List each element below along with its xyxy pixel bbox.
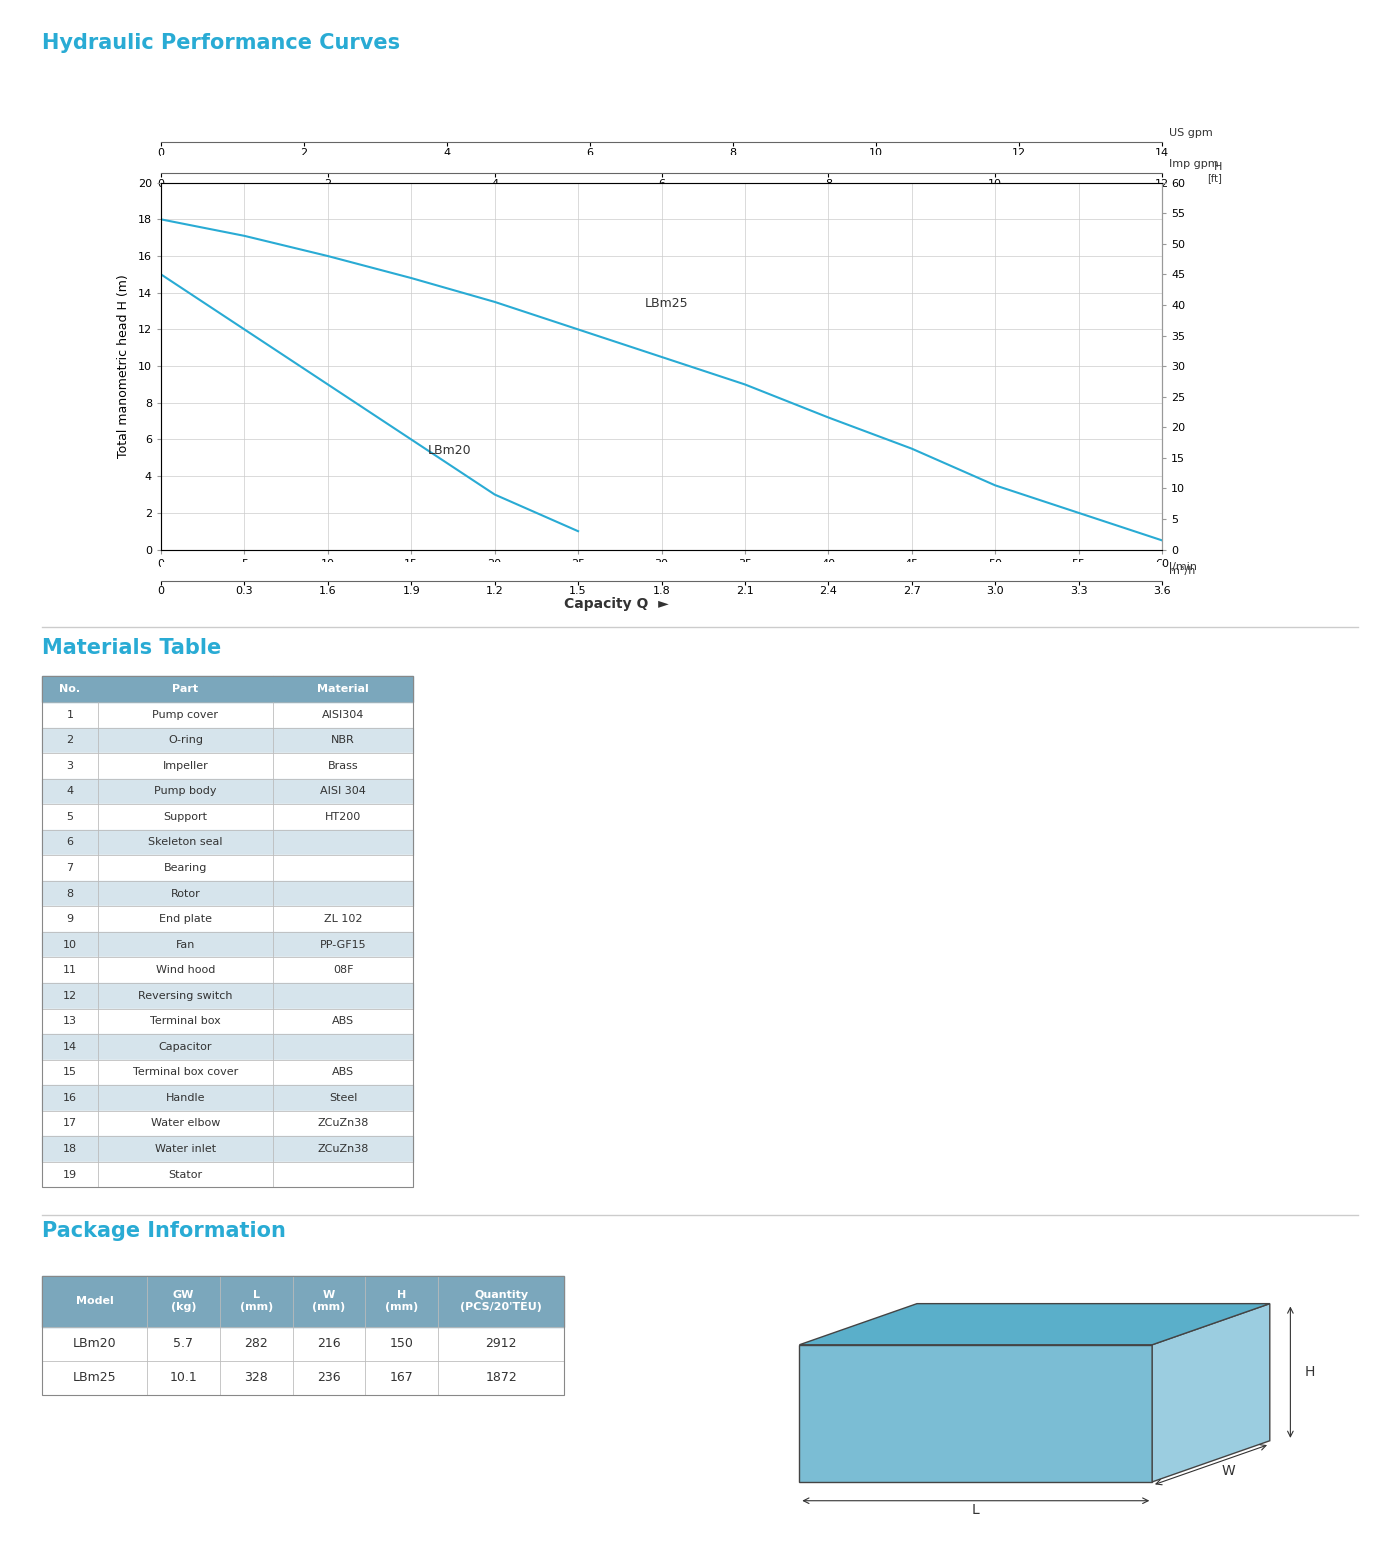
Text: ZCuZn38: ZCuZn38 — [318, 1144, 368, 1153]
Text: 17: 17 — [63, 1119, 77, 1128]
Text: Water elbow: Water elbow — [151, 1119, 220, 1128]
Text: m³/h: m³/h — [1169, 567, 1196, 576]
Polygon shape — [799, 1303, 1270, 1345]
Text: AISI304: AISI304 — [322, 711, 364, 720]
Text: L: L — [972, 1503, 980, 1517]
Text: ZL 102: ZL 102 — [323, 915, 363, 924]
Text: H: H — [1305, 1365, 1316, 1379]
Text: LBm25: LBm25 — [73, 1372, 116, 1384]
Text: 150: 150 — [389, 1337, 414, 1350]
Text: 14: 14 — [63, 1042, 77, 1051]
Text: O-ring: O-ring — [168, 735, 203, 745]
Text: 4: 4 — [66, 786, 74, 796]
Text: [ft]: [ft] — [1207, 173, 1222, 183]
Text: ABS: ABS — [332, 1017, 354, 1026]
Text: W
(mm): W (mm) — [312, 1291, 346, 1311]
Text: Imp gpm: Imp gpm — [1169, 159, 1218, 169]
Text: 2912: 2912 — [486, 1337, 517, 1350]
Text: Wind hood: Wind hood — [155, 966, 216, 975]
Text: H
(mm): H (mm) — [385, 1291, 419, 1311]
Text: ZCuZn38: ZCuZn38 — [318, 1119, 368, 1128]
Text: Bearing: Bearing — [164, 864, 207, 873]
Text: 5: 5 — [67, 813, 73, 822]
Text: 13: 13 — [63, 1017, 77, 1026]
Text: 1872: 1872 — [486, 1372, 517, 1384]
Text: Capacity Q  ►: Capacity Q ► — [564, 598, 668, 611]
Text: Terminal box: Terminal box — [150, 1017, 221, 1026]
Text: 5.7: 5.7 — [174, 1337, 193, 1350]
Text: Stator: Stator — [168, 1170, 203, 1180]
Text: Impeller: Impeller — [162, 762, 209, 771]
Text: 7: 7 — [66, 864, 74, 873]
Text: Brass: Brass — [328, 762, 358, 771]
Text: HT200: HT200 — [325, 813, 361, 822]
Text: 12: 12 — [63, 991, 77, 1000]
Text: 10: 10 — [63, 940, 77, 949]
Text: LBm20: LBm20 — [73, 1337, 116, 1350]
Text: 216: 216 — [318, 1337, 340, 1350]
Text: L
(mm): L (mm) — [239, 1291, 273, 1311]
Text: Part: Part — [172, 684, 199, 694]
Text: 08F: 08F — [333, 966, 353, 975]
Text: NBR: NBR — [332, 735, 354, 745]
Text: Fan: Fan — [176, 940, 195, 949]
Text: 282: 282 — [245, 1337, 267, 1350]
Text: Terminal box cover: Terminal box cover — [133, 1068, 238, 1077]
Polygon shape — [799, 1345, 1152, 1481]
Polygon shape — [1152, 1303, 1270, 1481]
Text: 15: 15 — [63, 1068, 77, 1077]
Text: No.: No. — [59, 684, 81, 694]
Text: Water inlet: Water inlet — [155, 1144, 216, 1153]
Text: Support: Support — [164, 813, 207, 822]
Text: 10.1: 10.1 — [169, 1372, 197, 1384]
Y-axis label: Total manometric head H (m): Total manometric head H (m) — [116, 274, 130, 458]
Text: Pump body: Pump body — [154, 786, 217, 796]
Text: W: W — [1222, 1464, 1236, 1478]
Text: H: H — [1214, 163, 1222, 172]
Text: LBm25: LBm25 — [645, 297, 689, 311]
Text: 11: 11 — [63, 966, 77, 975]
Text: Materials Table: Materials Table — [42, 638, 221, 658]
Text: LBm20: LBm20 — [428, 444, 472, 457]
Text: 16: 16 — [63, 1093, 77, 1102]
Text: ABS: ABS — [332, 1068, 354, 1077]
Text: Skeleton seal: Skeleton seal — [148, 837, 223, 847]
Text: 19: 19 — [63, 1170, 77, 1180]
Text: l/min: l/min — [1169, 562, 1197, 571]
Text: 6: 6 — [67, 837, 73, 847]
Text: Handle: Handle — [165, 1093, 206, 1102]
Text: End plate: End plate — [160, 915, 211, 924]
Text: Capacitor: Capacitor — [158, 1042, 213, 1051]
Text: Package Information: Package Information — [42, 1221, 286, 1241]
Text: PP-GF15: PP-GF15 — [319, 940, 367, 949]
Text: Quantity
(PCS/20'TEU): Quantity (PCS/20'TEU) — [461, 1291, 542, 1311]
Text: 328: 328 — [245, 1372, 267, 1384]
Text: 2: 2 — [66, 735, 74, 745]
Text: Model: Model — [76, 1296, 113, 1307]
Text: 1: 1 — [67, 711, 73, 720]
Text: AISI 304: AISI 304 — [321, 786, 365, 796]
Text: 8: 8 — [66, 889, 74, 898]
Text: 9: 9 — [66, 915, 74, 924]
Text: 18: 18 — [63, 1144, 77, 1153]
Text: Steel: Steel — [329, 1093, 357, 1102]
Text: US gpm: US gpm — [1169, 128, 1212, 138]
Text: Material: Material — [318, 684, 368, 694]
Text: 3: 3 — [67, 762, 73, 771]
Text: GW
(kg): GW (kg) — [171, 1291, 196, 1311]
Text: 236: 236 — [318, 1372, 340, 1384]
Text: Rotor: Rotor — [171, 889, 200, 898]
Text: Reversing switch: Reversing switch — [139, 991, 232, 1000]
Text: Pump cover: Pump cover — [153, 711, 218, 720]
Text: 167: 167 — [391, 1372, 413, 1384]
Text: Hydraulic Performance Curves: Hydraulic Performance Curves — [42, 33, 400, 53]
